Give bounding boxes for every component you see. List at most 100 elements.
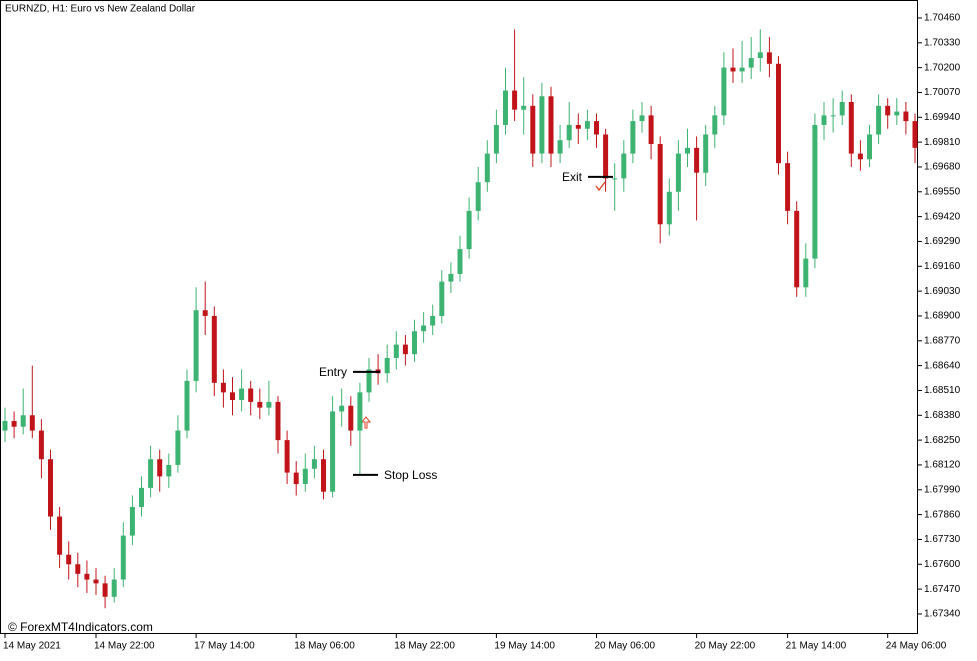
candle-body bbox=[402, 344, 408, 355]
candle-body bbox=[657, 144, 663, 225]
candle-body bbox=[867, 134, 872, 160]
y-tick-label: 1.68120 bbox=[924, 460, 961, 471]
candle-body bbox=[621, 153, 627, 179]
candle-body bbox=[857, 153, 863, 160]
candle-body bbox=[730, 67, 736, 72]
y-tick-label: 1.69550 bbox=[924, 186, 961, 197]
x-tick-label: 19 May 14:00 bbox=[494, 641, 555, 652]
chart-title: EURNZD, H1: Euro vs New Zealand Dollar bbox=[5, 4, 196, 15]
x-tick-label: 20 May 06:00 bbox=[595, 641, 656, 652]
candle-body bbox=[739, 67, 745, 72]
x-tick-label: 20 May 22:00 bbox=[695, 641, 756, 652]
candle-body bbox=[630, 121, 636, 154]
candle-body bbox=[530, 105, 536, 154]
y-tick-label: 1.69290 bbox=[924, 236, 961, 247]
candle-body bbox=[457, 249, 463, 274]
candle-body bbox=[748, 58, 754, 68]
candle-body bbox=[2, 421, 8, 431]
candle-body bbox=[766, 52, 772, 64]
candle-body bbox=[321, 459, 326, 492]
candle-body bbox=[903, 111, 909, 122]
candle-body bbox=[275, 401, 281, 441]
candle-body bbox=[785, 163, 791, 211]
candle-body bbox=[293, 472, 299, 485]
candle-body bbox=[675, 153, 681, 192]
y-tick-label: 1.67340 bbox=[924, 609, 961, 620]
candle-body bbox=[230, 392, 235, 400]
y-tick-label: 1.67860 bbox=[924, 509, 961, 520]
candle-body bbox=[339, 405, 345, 412]
candle-body bbox=[430, 315, 436, 326]
x-tick-label: 18 May 22:00 bbox=[394, 641, 455, 652]
candle-body bbox=[248, 388, 254, 402]
candle-body bbox=[803, 258, 809, 288]
candle-body bbox=[302, 468, 308, 485]
candle-body bbox=[703, 134, 709, 173]
y-tick-label: 1.70070 bbox=[924, 87, 961, 98]
candle-body bbox=[776, 63, 781, 164]
candle-body bbox=[448, 273, 454, 282]
candle-body bbox=[29, 415, 35, 431]
candle-body bbox=[484, 153, 490, 183]
candle-body bbox=[694, 147, 700, 173]
candle-body bbox=[148, 459, 154, 488]
candle-body bbox=[876, 105, 882, 135]
candle-body bbox=[594, 121, 599, 135]
candle-body bbox=[284, 440, 290, 473]
candle-body bbox=[712, 115, 718, 135]
y-tick-label: 1.67600 bbox=[924, 559, 961, 570]
candle-body bbox=[475, 182, 481, 211]
candle-body bbox=[757, 52, 763, 59]
candle-body bbox=[466, 210, 472, 250]
candle-body bbox=[503, 90, 508, 125]
candle-body bbox=[521, 105, 527, 110]
candle-body bbox=[166, 464, 172, 477]
y-tick-label: 1.70200 bbox=[924, 62, 961, 73]
candle-body bbox=[193, 310, 199, 381]
candle-body bbox=[566, 124, 572, 141]
candle-body bbox=[912, 121, 918, 148]
candle-body bbox=[311, 459, 317, 469]
candle-body bbox=[439, 281, 445, 316]
y-tick-label: 1.68250 bbox=[924, 435, 961, 446]
candle-body bbox=[11, 421, 17, 427]
candle-body bbox=[721, 67, 727, 116]
candle-body bbox=[157, 459, 163, 477]
candle-body bbox=[512, 90, 518, 110]
y-tick-label: 1.70460 bbox=[924, 13, 961, 24]
candle-body bbox=[584, 121, 590, 129]
y-tick-label: 1.69160 bbox=[924, 261, 961, 272]
y-tick-label: 1.67730 bbox=[924, 534, 961, 545]
candle-body bbox=[111, 579, 117, 597]
candle-body bbox=[848, 102, 854, 154]
candle-body bbox=[139, 487, 144, 507]
level-label: Exit bbox=[562, 170, 583, 184]
watermark: © ForexMT4Indicators.com bbox=[8, 620, 153, 634]
y-tick-label: 1.67990 bbox=[924, 484, 961, 495]
candle-body bbox=[794, 210, 800, 288]
candle-body bbox=[211, 315, 217, 383]
candle-body bbox=[75, 564, 81, 574]
candle-body bbox=[648, 115, 654, 145]
candle-body bbox=[184, 380, 190, 431]
candle-body bbox=[812, 124, 818, 259]
x-tick-label: 24 May 06:00 bbox=[886, 641, 947, 652]
candle-body bbox=[575, 124, 581, 129]
plot-frame bbox=[0, 0, 918, 634]
candle-body bbox=[120, 535, 126, 580]
level-label: Entry bbox=[319, 365, 347, 379]
candle-body bbox=[175, 430, 181, 465]
entry-arrow bbox=[360, 416, 372, 429]
candle-body bbox=[93, 579, 99, 584]
x-tick-label: 18 May 06:00 bbox=[294, 641, 355, 652]
y-tick-label: 1.69420 bbox=[924, 211, 961, 222]
candle-body bbox=[57, 516, 63, 555]
y-tick-label: 1.69810 bbox=[924, 137, 961, 148]
candle-body bbox=[48, 459, 53, 517]
candle-body bbox=[839, 102, 845, 116]
y-tick-label: 1.69940 bbox=[924, 112, 961, 123]
candle-body bbox=[830, 115, 836, 117]
candle-body bbox=[357, 392, 363, 431]
candle-body bbox=[202, 310, 208, 316]
y-tick-label: 1.68640 bbox=[924, 360, 961, 371]
